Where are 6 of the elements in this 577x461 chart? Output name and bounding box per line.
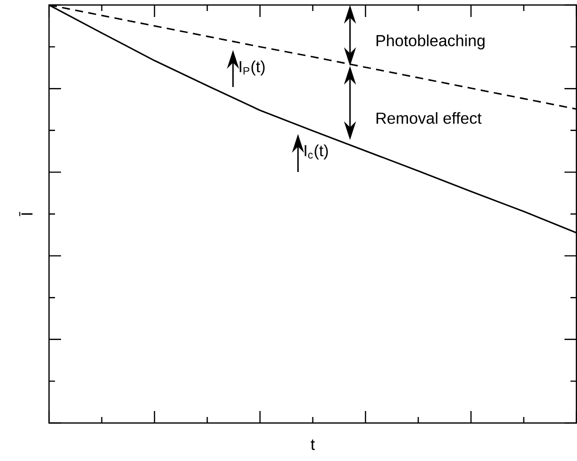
annotation: Removal effect: [376, 112, 482, 124]
annotation: I$_{P}$(t): [240, 60, 265, 76]
y-axis-title: Ī: [19, 212, 32, 216]
annotation: I$_{c}$(t): [304, 144, 328, 160]
annotation: Photobleaching: [376, 34, 485, 50]
x-axis-title: t: [310, 440, 315, 450]
